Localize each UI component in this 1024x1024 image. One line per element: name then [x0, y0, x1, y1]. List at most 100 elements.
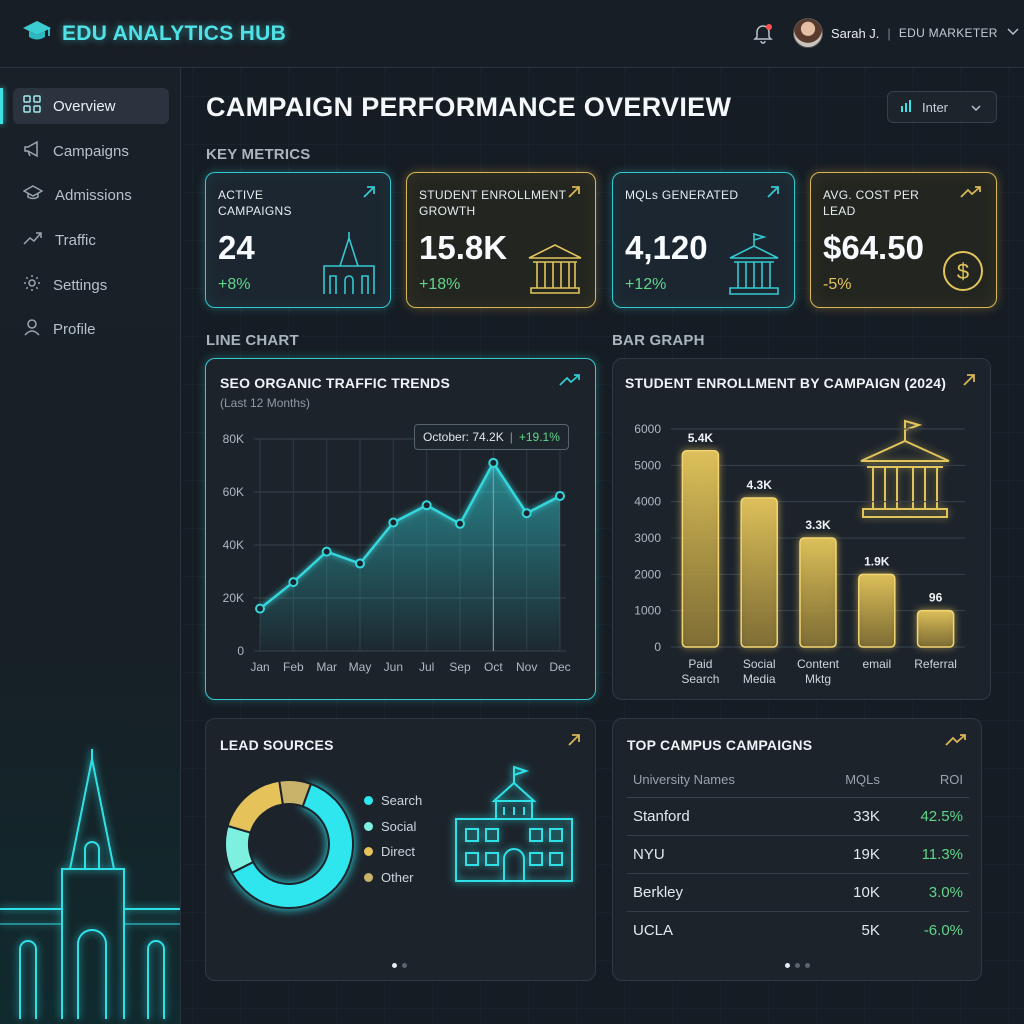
trend-up-icon[interactable]	[559, 373, 581, 392]
panel-title: LEAD SOURCES	[220, 737, 334, 753]
university-name: UCLA	[633, 921, 674, 939]
x-tick-label: Jan	[250, 660, 269, 674]
sidebar-item-traffic[interactable]: Traffic	[13, 222, 169, 258]
sidebar-item-campaigns[interactable]: Campaigns	[13, 133, 169, 169]
kpi-card-enrollment-growth[interactable]: STUDENT ENROLLMENT GROWTH 15.8K +18%	[406, 172, 596, 308]
graduation-cap-icon	[22, 184, 44, 206]
x-tick-label: Search	[681, 672, 719, 686]
avatar	[793, 18, 823, 48]
kpi-delta: +18%	[419, 276, 461, 293]
campaigns-table: University Names MQLs ROI Stanford 33K 4…	[627, 763, 969, 949]
app-title: EDU ANALYTICS HUB	[62, 21, 287, 45]
column-header[interactable]: University Names	[627, 763, 817, 798]
y-tick-label: 20K	[223, 591, 244, 605]
y-tick-label: 0	[654, 640, 661, 654]
y-tick-label: 6000	[634, 422, 661, 436]
data-label: 96	[929, 591, 943, 605]
brand[interactable]: EDU ANALYTICS HUB	[22, 18, 286, 49]
enrollment-bar-panel: STUDENT ENROLLMENT BY CAMPAIGN (2024) 0 1…	[612, 358, 991, 700]
kpi-value: 15.8K	[419, 229, 508, 266]
seo-traffic-panel: SEO ORGANIC TRAFFIC TRENDS (Last 12 Mont…	[205, 358, 596, 700]
sidebar-item-settings[interactable]: Settings	[13, 267, 169, 303]
sidebar: Overview Campaigns Admissions Traffic Se…	[0, 68, 181, 1024]
y-tick-label: 60K	[223, 485, 244, 499]
legend-label: Direct	[381, 844, 415, 859]
line-chart[interactable]: 0 20K 40K 60K 80K Jan Feb Mar May Jun Jul Sep Oct Nov…	[206, 359, 596, 700]
chevron-down-icon	[970, 100, 982, 115]
panel-subtitle: (Last 12 Months)	[220, 396, 311, 410]
bar-email	[858, 573, 896, 648]
x-tick-label: Jul	[419, 660, 434, 674]
mqls-value: 10K	[816, 873, 884, 912]
font-selector[interactable]: Inter	[887, 91, 997, 123]
svg-text:$: $	[957, 259, 969, 284]
arrow-up-right-icon[interactable]	[962, 373, 976, 392]
kpi-value: 24	[218, 229, 255, 266]
pagination-dots[interactable]	[392, 963, 407, 968]
y-tick-label: 5000	[634, 458, 661, 472]
kpi-delta: +12%	[625, 276, 667, 293]
data-point-feb	[288, 577, 299, 588]
top-header: EDU ANALYTICS HUB Sarah J. | EDU MARKETE…	[0, 0, 1024, 68]
column-header[interactable]: MQLs	[816, 763, 884, 798]
data-point-jan	[255, 603, 265, 614]
sidebar-item-label: Traffic	[55, 231, 96, 249]
sidebar-item-overview[interactable]: Overview	[13, 88, 169, 124]
table-row[interactable]: NYU 19K 11.3%	[627, 835, 969, 874]
x-tick-label: Dec	[549, 660, 570, 674]
kpi-card-mqls-generated[interactable]: MQLs GENERATED 4,120 +12%	[612, 172, 795, 308]
kpi-card-cost-per-lead[interactable]: AVG. COST PER LEAD $64.50 -5% $	[810, 172, 997, 308]
table-row[interactable]: Stanford 33K 42.5%	[627, 797, 969, 836]
church-icon	[320, 230, 378, 301]
lead-sources-panel: LEAD SOURCES Search Social Direct Other	[205, 718, 596, 981]
roi-value: 42.5%	[883, 797, 969, 836]
arrow-up-right-icon	[567, 185, 581, 204]
donut-chart[interactable]	[214, 769, 364, 919]
active-indicator	[0, 88, 3, 124]
series-line	[259, 460, 561, 610]
kpi-card-active-campaigns[interactable]: ACTIVE CAMPAIGNS 24 +8%	[205, 172, 391, 308]
university-name: Stanford	[627, 797, 817, 836]
user-menu[interactable]: Sarah J. | EDU MARKETER	[793, 18, 1020, 48]
chevron-down-icon[interactable]	[1006, 24, 1020, 42]
table-row[interactable]: Berkley 10K 3.0%	[627, 873, 969, 912]
sidebar-item-admissions[interactable]: Admissions	[13, 177, 169, 213]
mqls-value: 5K	[861, 921, 880, 939]
arrow-up-right-icon[interactable]	[567, 733, 581, 752]
chart-tooltip: October: 74.2K | +19.1%	[414, 424, 569, 450]
slice-search	[230, 782, 354, 909]
bar-graph-label: BAR GRAPH	[612, 332, 705, 349]
tooltip-delta: +19.1%	[518, 430, 560, 444]
legend-item-search: Search	[364, 793, 422, 808]
x-tick-label: Social	[743, 657, 776, 671]
x-tick-label: email	[862, 657, 891, 671]
y-tick-label: 2000	[634, 567, 661, 581]
notification-bell-icon[interactable]	[752, 22, 774, 49]
y-tick-label: 3000	[634, 531, 661, 545]
x-tick-label: Jun	[384, 660, 403, 674]
y-tick-label: 0	[237, 644, 244, 658]
slice-direct	[226, 779, 285, 834]
tooltip-label: October: 74.2K	[423, 430, 504, 444]
bar-paid-search	[681, 450, 720, 648]
x-tick-label: Content	[797, 657, 840, 671]
top-campus-panel: TOP CAMPUS CAMPAIGNS University Names MQ…	[612, 718, 982, 981]
trend-up-icon[interactable]	[945, 733, 967, 752]
megaphone-icon	[23, 140, 41, 162]
bar-chart-icon	[900, 99, 914, 116]
kpi-label: MQLs GENERATED	[625, 188, 739, 202]
bar-referral	[916, 609, 955, 648]
kpi-value: $64.50	[823, 229, 924, 266]
pagination-dots[interactable]	[785, 963, 810, 968]
x-tick-label: Mktg	[805, 672, 831, 686]
kpi-delta: -5%	[823, 276, 852, 293]
column-header[interactable]: ROI	[883, 763, 969, 798]
x-tick-label: Sep	[449, 660, 471, 674]
sidebar-item-label: Admissions	[55, 186, 132, 204]
sidebar-item-label: Campaigns	[53, 142, 129, 160]
table-header: University Names MQLs ROI	[627, 763, 969, 798]
table-row[interactable]: UCLA 5K -6.0%	[627, 911, 969, 949]
kpi-label: STUDENT ENROLLMENT GROWTH	[419, 188, 566, 218]
sidebar-item-profile[interactable]: Profile	[13, 311, 169, 347]
